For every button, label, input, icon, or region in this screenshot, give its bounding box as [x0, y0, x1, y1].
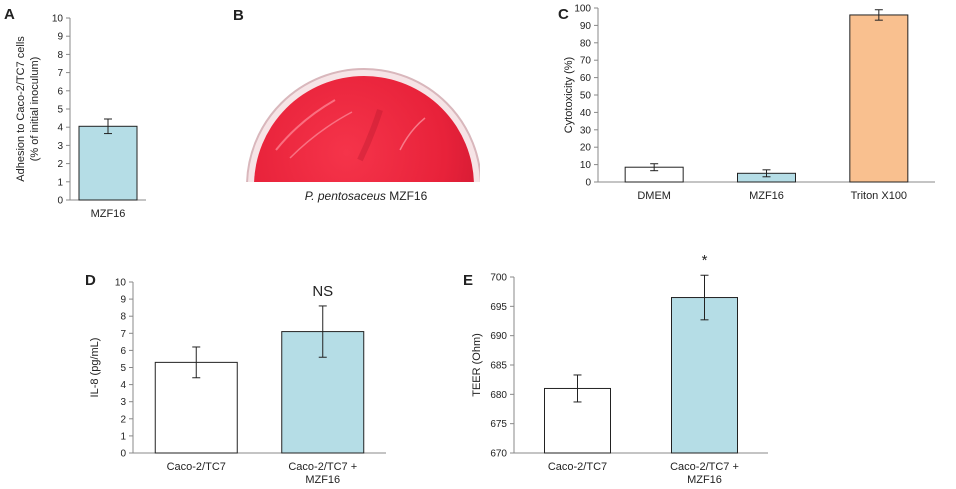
y-tick-label: 5 — [57, 105, 63, 116]
panel-label-b: B — [233, 7, 244, 24]
category-label: Caco-2/TC7 + — [670, 461, 739, 473]
y-tick-label: 685 — [490, 361, 507, 372]
y-tick-label: 3 — [57, 141, 63, 152]
y-tick-label: 0 — [585, 178, 591, 189]
category-label: MZF16 — [305, 474, 340, 486]
y-tick-label: 680 — [490, 390, 507, 401]
bar — [78, 125, 138, 201]
y-tick-label: 70 — [580, 56, 592, 67]
panel-b: B P. pentosaceus MZF16 — [233, 7, 480, 203]
bar — [671, 297, 738, 454]
y-tick-label: 670 — [490, 449, 507, 460]
y-tick-label: 9 — [57, 32, 63, 43]
y-tick-label: 40 — [580, 108, 592, 119]
agar-plate-photo — [246, 68, 480, 182]
panel-label-d: D — [85, 272, 96, 289]
y-tick-label: 6 — [57, 86, 63, 97]
panel-a: A 0 1 2 3 4 5 6 7 8 9 10 Adhesion to Caco-2/TC7 cell… — [4, 6, 146, 220]
y-tick-label: 7 — [120, 329, 126, 340]
y-tick-label: 10 — [52, 14, 64, 25]
y-tick-label: 675 — [490, 419, 507, 430]
y-tick-label: 4 — [120, 380, 126, 391]
y-tick-label: 695 — [490, 302, 507, 313]
category-label: DMEM — [637, 190, 671, 202]
significance-label: * — [702, 252, 708, 269]
panel-label-a: A — [4, 6, 15, 23]
significance-label: NS — [312, 283, 333, 300]
category-label: MZF16 — [91, 208, 126, 220]
category-label: Caco-2/TC7 + — [288, 461, 357, 473]
panel-label-e: E — [463, 272, 473, 289]
y-tick-label: 10 — [115, 278, 127, 289]
y-tick-label: 30 — [580, 125, 592, 136]
y-axis-label: TEER (Ohm) — [471, 333, 483, 397]
y-tick-label: 90 — [580, 21, 592, 32]
y-tick-label: 7 — [57, 68, 63, 79]
category-label: Caco-2/TC7 — [548, 461, 607, 473]
y-tick-label: 3 — [120, 397, 126, 408]
y-tick-label: 2 — [57, 159, 63, 170]
category-label: Caco-2/TC7 — [167, 461, 226, 473]
y-axis-label: IL-8 (pg/mL) — [89, 338, 101, 398]
y-tick-label: 0 — [120, 449, 126, 460]
y-tick-label: 100 — [574, 4, 591, 15]
y-tick-label: 1 — [120, 431, 126, 442]
y-tick-label: 60 — [580, 73, 592, 84]
y-tick-label: 50 — [580, 91, 592, 102]
bar — [849, 14, 909, 183]
y-axis-label: Adhesion to Caco-2/TC7 cells — [15, 36, 27, 182]
category-label: MZF16 — [749, 190, 784, 202]
y-tick-label: 80 — [580, 38, 592, 49]
caption-strain: MZF16 — [386, 189, 428, 203]
y-tick-label: 0 — [57, 196, 63, 207]
panel-e: E 670 675 680 685 690 695 700 TEER (Ohm) Caco-2/T… — [463, 252, 768, 486]
y-tick-label: 6 — [120, 346, 126, 357]
y-tick-label: 1 — [57, 177, 63, 188]
y-tick-label: 2 — [120, 414, 126, 425]
y-tick-label: 4 — [57, 123, 63, 134]
y-tick-label: 8 — [120, 312, 126, 323]
y-tick-label: 20 — [580, 143, 592, 154]
y-tick-label: 9 — [120, 295, 126, 306]
y-tick-label: 8 — [57, 50, 63, 61]
y-tick-label: 690 — [490, 331, 507, 342]
y-tick-label: 10 — [580, 160, 592, 171]
category-label: Triton X100 — [851, 190, 907, 202]
panel-label-c: C — [558, 6, 569, 23]
y-axis-label: (% of initial inoculum) — [29, 57, 41, 162]
y-tick-label: 700 — [490, 273, 507, 284]
panel-b-caption: P. pentosaceus MZF16 — [305, 189, 428, 203]
panel-d: D 0 1 2 3 4 5 6 7 8 9 10 IL-8 (pg/mL) Caco-2/TC7 NS Cac… — [85, 272, 386, 486]
y-tick-label: 5 — [120, 363, 126, 374]
caption-species: P. pentosaceus — [305, 189, 386, 203]
panel-c: C 0 10 20 30 40 50 60 70 80 90 100 Cytotoxicity (%) D… — [558, 4, 935, 202]
y-axis-label: Cytotoxicity (%) — [563, 57, 575, 133]
category-label: MZF16 — [687, 474, 722, 486]
